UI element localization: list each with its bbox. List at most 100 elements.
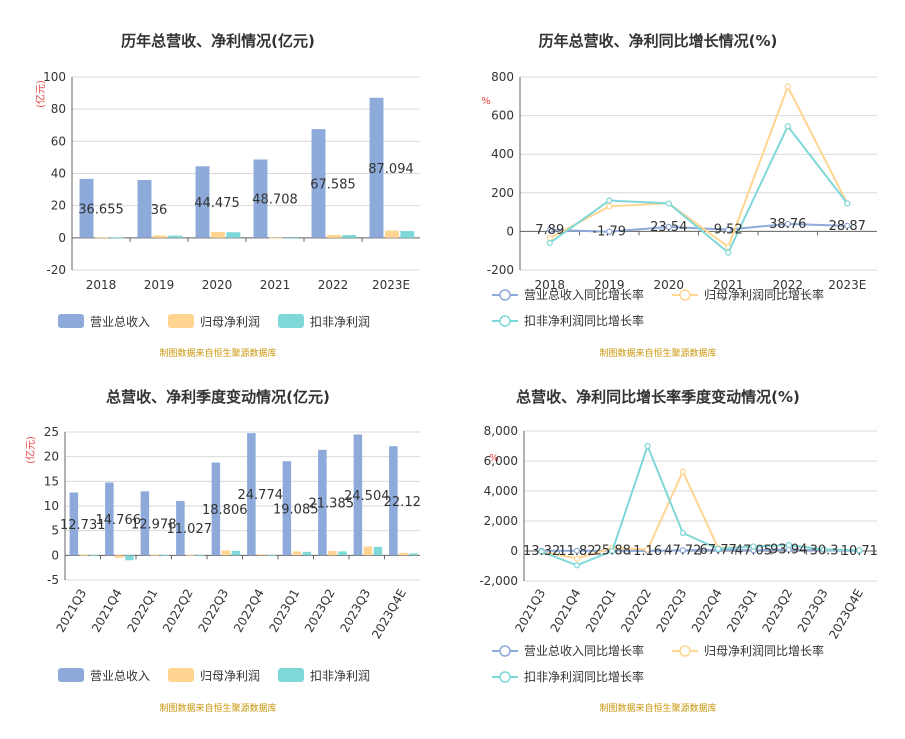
data-point: [573, 555, 581, 562]
bar-parent-profit: [79, 554, 89, 556]
x-tick-label: 2021Q4: [89, 587, 125, 635]
source-note: 制图数据来自恒生聚源数据库: [159, 702, 276, 714]
data-label: 18.806: [202, 503, 248, 518]
unit-label: (亿元): [34, 80, 47, 108]
bar-deducted-profit: [284, 237, 299, 239]
x-tick-label: 2022: [318, 278, 349, 292]
data-label: 7.89: [535, 223, 564, 238]
bar-parent-profit: [221, 550, 231, 556]
data-label: 11.82: [558, 544, 595, 559]
x-tick-label: 2021Q4: [548, 587, 584, 635]
bar-deducted-profit: [302, 551, 312, 556]
x-tick-label: 2023Q1: [266, 587, 302, 635]
bar-revenue: [69, 492, 79, 556]
legend-swatch: [58, 314, 84, 328]
legend-marker: [499, 645, 511, 657]
legend-swatch: [168, 668, 194, 682]
series-line-1: [549, 84, 849, 249]
bar-parent-profit: [94, 237, 109, 239]
data-label: 13.32: [523, 544, 560, 559]
legend-label: 扣非净利润: [310, 315, 370, 329]
data-label: 22.12: [384, 495, 421, 510]
bar-deducted-profit: [125, 555, 134, 561]
data-label: 87.094: [368, 162, 414, 177]
data-label: 11.027: [167, 522, 213, 537]
bar-deducted-profit: [160, 555, 170, 556]
bar-deducted-profit: [373, 546, 383, 556]
chart-title: 总营收、净利季度变动情况(亿元): [106, 388, 330, 406]
quarterly-revenue-profit-chart: 总营收、净利季度变动情况(亿元) (亿元) 制图数据来自恒生聚源数据库 -5 0 5…: [24, 388, 421, 714]
data-label: 48.708: [252, 193, 298, 208]
legend-label: 归母净利润同比增长率: [704, 643, 824, 658]
chart-title: 总营收、净利同比增长率季度变动情况(%): [516, 388, 800, 406]
bar-deducted-profit: [168, 235, 183, 238]
bar-revenue: [195, 166, 210, 238]
y-tick-label: 80: [51, 102, 66, 116]
x-tick-label: 2022Q3: [195, 587, 231, 635]
x-tick-label: 2021Q3: [512, 587, 548, 635]
data-point: [725, 226, 732, 233]
data-point: [725, 249, 732, 256]
bar-parent-profit: [210, 231, 225, 238]
data-point: [715, 545, 722, 552]
bar-parent-profit: [363, 546, 373, 556]
bar-deducted-profit: [267, 554, 276, 556]
x-tick-label: 2018: [534, 278, 565, 292]
data-point: [606, 228, 613, 235]
quarterly-growth-panel: 总营收、净利同比增长率季度变动情况(%) % 制图数据来自恒生聚源数据库 -2,…: [452, 367, 905, 735]
bar-parent-profit: [399, 552, 408, 556]
bar-revenue: [253, 159, 268, 238]
legend-swatch: [278, 668, 304, 682]
data-label: 36.655: [78, 202, 124, 217]
bar-revenue: [247, 433, 256, 556]
data-point: [856, 547, 863, 554]
bar-deducted-profit: [409, 553, 418, 556]
bar-revenue: [353, 434, 363, 556]
data-label: 12.731: [60, 518, 106, 533]
data-label: 44.475: [194, 196, 240, 211]
y-tick-label: 600: [491, 109, 514, 123]
bar-parent-profit: [186, 555, 195, 556]
legend-marker: [499, 671, 511, 683]
x-tick-label: 2022: [772, 278, 803, 292]
data-point: [679, 529, 686, 537]
annual-growth-chart: 历年总营收、净利同比增长情况(%) % 制图数据来自恒生聚源数据库 -200 0 2…: [481, 32, 877, 359]
y-tick-label: -20: [46, 263, 66, 277]
y-tick-label: 10: [44, 499, 59, 513]
data-point: [538, 548, 545, 555]
x-tick-label: 2022Q3: [654, 587, 690, 635]
legend-swatch: [58, 668, 84, 682]
legend-swatch: [278, 314, 304, 328]
data-label: 47.72: [664, 543, 701, 558]
x-tick-label: 2023Q4E: [826, 587, 866, 642]
y-tick-label: 800: [491, 70, 514, 84]
annual-revenue-profit-chart: 历年总营收、净利情况(亿元) (亿元) 制图数据来自恒生聚源数据库 -20 0 20…: [34, 32, 420, 359]
data-label: 12.978: [131, 517, 177, 532]
x-tick-label: 2023Q2: [302, 587, 338, 635]
source-note: 制图数据来自恒生聚源数据库: [159, 347, 276, 359]
data-point: [679, 547, 686, 554]
y-tick-label: 60: [51, 134, 66, 148]
y-tick-label: 6,000: [484, 454, 518, 468]
data-point: [606, 197, 613, 204]
legend-marker: [679, 289, 691, 301]
data-label: 36: [151, 203, 168, 218]
x-tick-label: 2020: [653, 278, 684, 292]
bar-revenue: [211, 462, 221, 556]
legend-marker: [499, 315, 511, 327]
y-tick-label: -2,000: [479, 574, 518, 588]
data-label: 25.88: [594, 544, 631, 559]
legend-label: 营业总收入同比增长率: [524, 287, 644, 302]
series-line-2: [541, 443, 860, 567]
y-tick-label: 100: [43, 70, 66, 84]
y-tick-label: 15: [44, 474, 59, 488]
percent-label: %: [481, 96, 491, 107]
data-point: [784, 220, 791, 228]
x-tick-label: 2019: [144, 278, 175, 292]
legend-marker: [679, 645, 691, 657]
legend-label: 归母净利润同比增长率: [704, 287, 824, 302]
x-tick-label: 2023E: [828, 278, 866, 292]
bar-deducted-profit: [196, 555, 205, 557]
data-point: [665, 200, 672, 207]
y-tick-label: 200: [491, 186, 514, 200]
